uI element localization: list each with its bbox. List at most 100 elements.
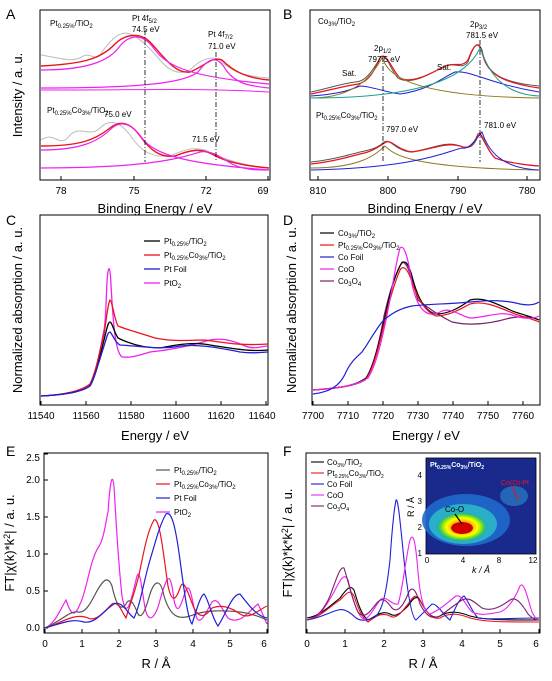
- panel-letter-c: C: [6, 212, 16, 228]
- x-tick-label: 5: [497, 639, 503, 650]
- legend-label: Pt0.25%Co3%/TiO2: [327, 469, 384, 480]
- series-line-c-ptfoil: [40, 331, 269, 397]
- inset-wavelet: Pt0.25%Co3%/TiO2 Co-O Co(O)-Pt 1 2 3 4 0…: [406, 457, 538, 575]
- x-tick-label: 6: [533, 639, 539, 650]
- legend-label: Pt0.25%Co3%/TiO2: [338, 241, 400, 252]
- panel-letter-f: F: [283, 443, 292, 459]
- component-line-a-upper-2: [40, 59, 270, 89]
- inset-arrow-co-o: [454, 513, 463, 525]
- inset-x-tick-label: 8: [497, 556, 502, 565]
- y-axis-label-a: Intensity / a. u.: [10, 53, 25, 138]
- sat-label-b1: Sat.: [342, 69, 356, 78]
- legend-label: Pt0.25%/TiO2: [164, 237, 207, 248]
- legend-e: Pt0.25%/TiO2 Pt0.25%Co3%/TiO2 Pt Foil Pt…: [156, 466, 236, 519]
- peak-value-a2: 71.0 eV: [208, 42, 236, 51]
- panel-letter-a: A: [6, 6, 16, 22]
- x-tick-label: 0: [42, 639, 48, 650]
- inset-y-axis-label: R / Å: [406, 497, 416, 517]
- x-tick-label: 4: [459, 639, 465, 650]
- y-axis-label-e: FT|χ(k)*k2| / a. u.: [2, 494, 17, 591]
- fit-line-a-lower: [40, 122, 270, 169]
- x-tick-label: 75: [128, 186, 140, 197]
- inset-y-tick-label: 2: [418, 523, 423, 532]
- x-axis-label-f: R / Å: [409, 656, 438, 671]
- x-tick-label: 5: [227, 639, 233, 650]
- panel-letter-d: D: [283, 212, 293, 228]
- x-tick-label: 7720: [372, 411, 395, 422]
- legend-label: Co Foil: [338, 253, 364, 262]
- panel-letter-e: E: [6, 443, 15, 459]
- x-tick-label: 11560: [72, 411, 100, 422]
- legend-label: Co3O4: [338, 277, 362, 288]
- inset-arrow-co-o-pt: [512, 486, 519, 501]
- legend-label: Pt0.25%Co3%/TiO2: [164, 251, 226, 262]
- legend-label: Co3%/TiO2: [338, 229, 376, 240]
- peak-label-a1: Pt 4f5/2: [132, 14, 157, 25]
- panel-e: E 0 1 2 3 4 5 6 0.0 0.5 1.0: [2, 443, 269, 671]
- plot-frame-a: [39, 9, 271, 181]
- y-tick-label: 0.0: [26, 623, 40, 634]
- x-tick-label: 11640: [248, 411, 276, 422]
- x-axis-label-c: Energy / eV: [121, 428, 189, 443]
- inset-x-tick-label: 0: [425, 556, 430, 565]
- legend-f: Co3%/TiO2 Pt0.25%Co3%/TiO2 Co Foil CoO C…: [311, 458, 384, 513]
- panel-letter-b: B: [283, 6, 292, 22]
- sample-label-a-lower: Pt0.25%Co3%/TiO2: [47, 106, 109, 117]
- series-line-e-ptco: [44, 519, 268, 629]
- series-line-f-ptco: [306, 591, 540, 623]
- heatmap-region-secondary: [500, 486, 528, 506]
- inset-title: Pt0.25%Co3%/TiO2: [430, 462, 484, 471]
- x-tick-label: 69: [257, 186, 269, 197]
- legend-label: Co3O4: [327, 502, 349, 513]
- y-tick-label: 2.0: [26, 475, 40, 486]
- inset-annotation-co-o-pt: Co(O)-Pt: [501, 480, 529, 487]
- x-tick-label: 2: [116, 639, 122, 650]
- legend-label: Co3%/TiO2: [327, 458, 362, 469]
- peak-value-a1: 74.5 eV: [132, 25, 160, 34]
- peak-value-b4: 781.0 eV: [484, 121, 517, 130]
- peak-value-b1: 797.5 eV: [368, 55, 401, 64]
- legend-label: Pt Foil: [174, 494, 197, 503]
- x-ticks-c: 11540 11560 11580 11600 11620 11640: [27, 401, 276, 422]
- peak-value-b2: 781.5 eV: [466, 31, 499, 40]
- inset-y-tick-label: 1: [418, 549, 423, 558]
- sample-label-b-lower: Pt0.25%Co3%/TiO2: [316, 111, 378, 122]
- y-tick-label: 1.0: [26, 549, 40, 560]
- series-line-e-ptfoil: [44, 512, 268, 629]
- legend-label: PtO2: [164, 279, 182, 290]
- series-line-f-cofoil: [306, 499, 540, 621]
- y-axis-label-d: Normalized absorption / a. u.: [284, 227, 299, 393]
- x-tick-label: 7740: [442, 411, 465, 422]
- x-tick-label: 4: [190, 639, 196, 650]
- y-tick-label: 0.5: [26, 586, 40, 597]
- x-tick-label: 800: [380, 186, 397, 197]
- x-tick-label: 780: [519, 186, 536, 197]
- series-line-e-pto2: [44, 478, 268, 629]
- x-tick-label: 7700: [302, 411, 325, 422]
- y-ticks-e: 0.0 0.5 1.0 1.5 2.0 2.5: [26, 453, 48, 634]
- legend-label: Pt0.25%Co3%/TiO2: [174, 480, 236, 491]
- x-tick-label: 7750: [477, 411, 500, 422]
- x-axis-label-d: Energy / eV: [392, 428, 460, 443]
- fit-line-a-upper: [40, 34, 270, 81]
- x-tick-label: 78: [55, 186, 67, 197]
- x-tick-label: 0: [304, 639, 310, 650]
- y-axis-label-f: FT|χ(k)*k*k2| / a. u.: [280, 489, 295, 598]
- x-tick-label: 810: [310, 186, 327, 197]
- component-line-b-upper-2: [310, 56, 540, 99]
- series-line-f-co3o4: [306, 567, 540, 621]
- component-line-b-lower-1: [310, 131, 540, 171]
- peak-value-a3: 75.0 eV: [104, 110, 132, 119]
- plot-frame-d: [311, 214, 541, 406]
- y-axis-label-c: Normalized absorption / a. u.: [10, 227, 25, 393]
- sample-label-a-upper: Pt0.25%/TiO2: [50, 19, 93, 30]
- plot-frame-c: [39, 214, 269, 406]
- component-line-a-lower-1: [40, 123, 270, 171]
- raw-data-line-a-upper: [40, 32, 270, 79]
- x-axis-label-b: Binding Energy / eV: [368, 201, 483, 216]
- x-tick-label: 72: [200, 186, 212, 197]
- legend-d: Co3%/TiO2 Pt0.25%Co3%/TiO2 Co Foil CoO C…: [320, 229, 400, 288]
- legend-label: Pt Foil: [164, 265, 187, 274]
- series-line-d-co: [312, 261, 540, 391]
- x-tick-label: 790: [450, 186, 467, 197]
